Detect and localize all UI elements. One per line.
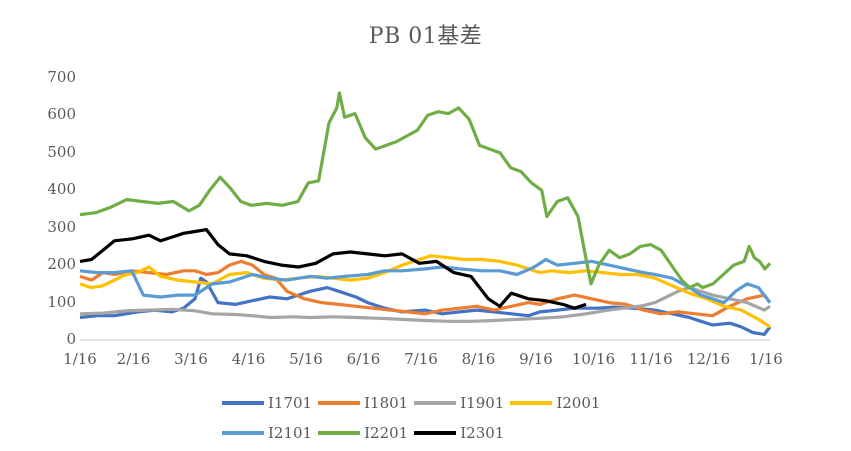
legend-swatch-icon: [414, 431, 457, 435]
y-tick-label: 500: [47, 142, 76, 161]
legend-label: I1801: [364, 394, 409, 412]
x-tick-label: 12/16: [686, 350, 731, 368]
x-tick-label: 5/16: [289, 350, 323, 368]
legend-label: I2201: [364, 424, 409, 442]
y-tick-label: 0: [66, 330, 76, 348]
legend-swatch-icon: [318, 431, 361, 435]
legend-label: I2001: [556, 394, 601, 412]
series-line-i2001: [79, 254, 771, 329]
y-tick-label: 100: [47, 292, 76, 311]
x-tick-label: 10/16: [571, 350, 616, 368]
x-tick-label: 6/16: [346, 350, 381, 368]
y-tick-label: 300: [47, 217, 76, 236]
y-tick-label: 600: [47, 105, 76, 124]
legend-swatch-icon: [318, 401, 361, 405]
legend-label: I2301: [460, 424, 505, 442]
x-tick-label: 4/16: [231, 350, 266, 368]
y-tick-label: 700: [47, 68, 76, 86]
legend-item-i2301: I2301: [414, 424, 504, 442]
x-tick-label: 8/16: [461, 350, 496, 368]
series-line-i1901: [79, 286, 771, 323]
legend-item-i2201: I2201: [318, 424, 408, 442]
series-line-i2201: [79, 91, 772, 290]
x-tick-label: 9/16: [519, 350, 553, 368]
legend-row: I1701 I1801 I1901 I2001: [222, 388, 642, 418]
series-lines: [79, 91, 772, 336]
legend-label: I1701: [268, 394, 313, 412]
y-tick-label: 400: [47, 180, 76, 199]
legend-swatch-icon: [222, 401, 264, 405]
x-tick-label: 2/16: [116, 350, 151, 368]
series-line-i1701: [79, 276, 772, 336]
legend-item-i1901: I1901: [414, 394, 504, 412]
legend-label: I2101: [268, 424, 313, 442]
legend-item-i2101: I2101: [222, 424, 312, 442]
legend-row: I2101 I2201 I2301: [222, 418, 642, 448]
legend-swatch-icon: [222, 431, 264, 435]
legend-item-i2001: I2001: [510, 394, 600, 412]
y-tick-label: 200: [47, 255, 76, 274]
x-tick-label: 11/16: [629, 350, 673, 368]
series-line-i1801: [79, 259, 772, 318]
legend: I1701 I1801 I1901 I2001 I2101 I2201 I2301: [222, 388, 642, 448]
legend-item-i1701: I1701: [222, 394, 312, 412]
legend-swatch-icon: [414, 401, 457, 405]
x-tick-label: 1/16: [749, 350, 783, 368]
x-tick-label: 1/16: [63, 350, 97, 368]
legend-label: I1901: [460, 394, 505, 412]
x-tick-label: 3/16: [174, 350, 208, 368]
legend-swatch-icon: [510, 401, 553, 405]
x-tick-label: 7/16: [404, 350, 438, 368]
series-line-i2301: [79, 228, 587, 310]
chart-title: PB 01基差: [368, 24, 483, 49]
legend-item-i1801: I1801: [318, 394, 408, 412]
